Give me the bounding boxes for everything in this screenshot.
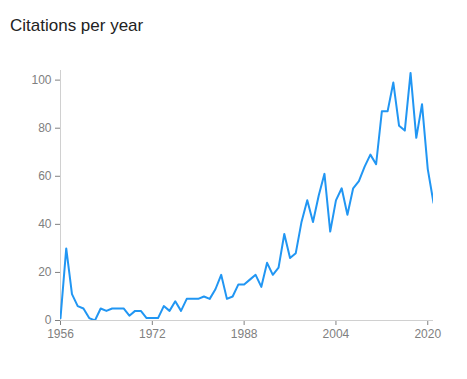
svg-text:2020: 2020 bbox=[414, 327, 441, 341]
svg-text:1956: 1956 bbox=[47, 327, 74, 341]
svg-text:80: 80 bbox=[38, 121, 52, 135]
svg-text:100: 100 bbox=[31, 73, 51, 87]
svg-text:2004: 2004 bbox=[323, 327, 350, 341]
svg-text:1988: 1988 bbox=[231, 327, 258, 341]
svg-text:20: 20 bbox=[38, 265, 52, 279]
svg-text:0: 0 bbox=[45, 313, 52, 327]
svg-text:1972: 1972 bbox=[139, 327, 166, 341]
svg-text:40: 40 bbox=[38, 217, 52, 231]
svg-text:60: 60 bbox=[38, 169, 52, 183]
html-text:Citations per year: Citations per year bbox=[10, 16, 144, 35]
